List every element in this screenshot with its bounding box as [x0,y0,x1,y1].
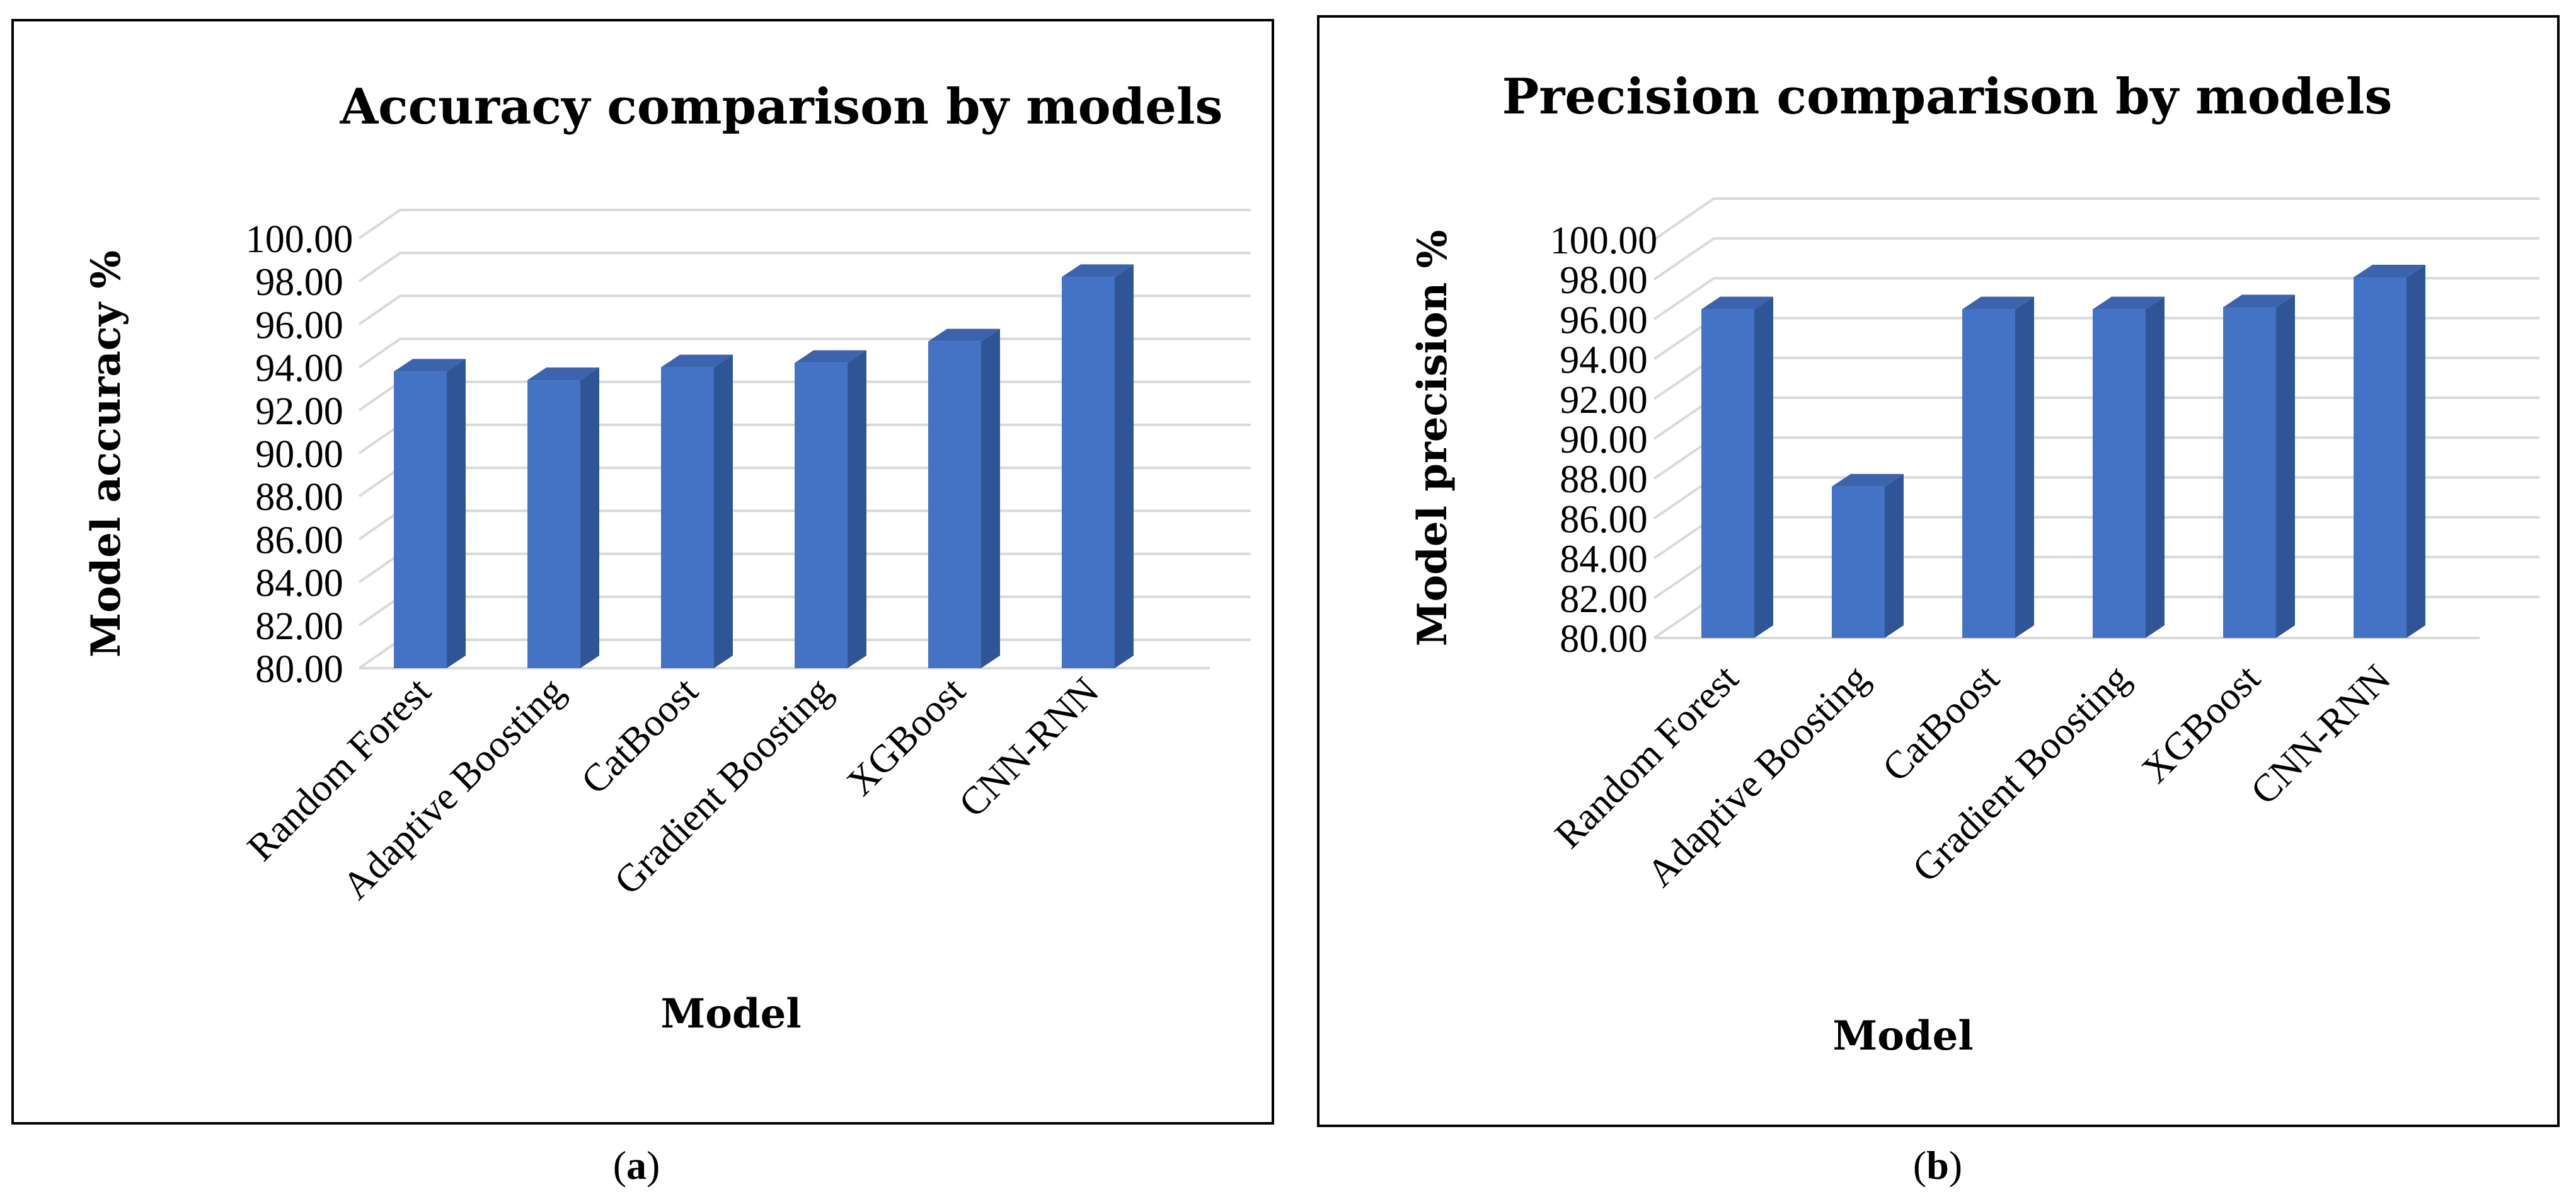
y-tick-label: 84.00 [1560,538,1648,581]
bar-side [981,328,1000,668]
y-tick-label: 90.00 [1560,419,1648,461]
bar-catboost [661,354,733,668]
bar [394,371,447,668]
gridline [358,209,1251,240]
bar [527,380,580,668]
x-tick-label: CatBoost [1875,657,2008,790]
bar-side [714,354,733,668]
bar-top [928,328,1000,342]
chart-frame [11,19,1274,1125]
gridline [358,252,1251,282]
bar-adaptive-boosting [1832,473,1904,638]
bar-side [848,350,866,668]
y-tick-label: 92.00 [1560,379,1648,422]
x-axis-label: Model [660,990,801,1038]
bar-gradient-boosting [795,350,866,668]
bar [1962,309,2015,639]
y-tick-label: 88.00 [1560,458,1648,501]
x-tick-label: CNN-RNN [2243,657,2399,813]
y-tick-label: 82.00 [255,605,343,648]
bar-top [394,359,466,372]
bar [661,367,714,668]
x-tick-label: CNN-RNN [951,669,1107,826]
x-axis-label: Model [1832,1012,1973,1060]
bar-side [1885,473,1904,638]
x-tick-label: Gradient Boosting [1904,657,2138,891]
chart-title: Accuracy comparison by models [340,78,1223,136]
y-tick-label: 86.00 [255,519,343,562]
y-tick-label: 100.00 [246,218,354,261]
bar-gradient-boosting [2093,296,2165,639]
gridline [1653,197,2539,241]
bar-top [1962,296,2034,310]
y-tick-label: 94.00 [255,347,343,390]
bar [1701,309,1754,639]
x-tick-label: CatBoost [573,669,706,802]
x-tick-label: Adaptive Boosting [1639,657,1877,895]
bar-top [527,368,599,381]
bar-top [795,350,866,363]
bar [1832,486,1885,638]
x-tick-label: XGBoost [839,669,974,804]
y-tick-label: 94.00 [1560,339,1648,382]
x-tick-label: Adaptive Boosting [335,669,573,908]
panel-label: (b) [1913,1143,1962,1188]
bar-side [1754,296,1773,639]
chart-frame [1317,15,2560,1127]
bar-side [2146,296,2165,639]
bar [1062,277,1115,668]
y-tick-label: 80.00 [1560,618,1648,661]
bar-xgboost [2223,294,2295,638]
y-tick-label: 96.00 [1560,299,1648,342]
bar [2093,309,2146,639]
y-tick-label: 90.00 [255,433,343,476]
bar-top [2354,265,2425,278]
gridline [1653,277,2539,321]
bar-top [1701,296,1773,310]
bar-xgboost [928,328,1000,668]
bar-adaptive-boosting [527,368,599,668]
y-tick-label: 98.00 [1560,259,1648,302]
bar-cnn-rnn [2354,265,2425,638]
bar-cnn-rnn [1062,264,1134,668]
gridline [358,294,1251,326]
y-tick-label: 84.00 [255,562,343,605]
bar-top [1062,264,1134,277]
bar-side [2276,294,2295,638]
y-tick-label: 82.00 [1560,578,1648,621]
gridline [1653,237,2539,281]
y-tick-label: 96.00 [255,304,343,347]
bar [2223,307,2276,638]
bar-top [661,354,733,368]
bar-side [447,359,466,668]
bar [2354,277,2406,638]
bar-random-forest [1701,296,1773,639]
y-tick-label: 92.00 [255,390,343,433]
chart-panel-b: Precision comparison by models 80.0082.00… [1317,15,2560,1188]
bar [928,341,981,668]
chart-panel-a: Accuracy comparison by models80.0082.008… [11,19,1274,1188]
x-tick-label: XGBoost [2134,657,2268,792]
bar-side [2406,265,2425,638]
bar-top [2093,296,2165,310]
y-tick-label: 100.00 [1550,219,1658,262]
y-tick-label: 98.00 [255,261,343,304]
chart-title: Precision comparison by models [1502,68,2393,125]
y-tick-label: 86.00 [1560,498,1648,541]
bar-side [1115,264,1134,668]
y-tick-label: 80.00 [255,648,343,691]
bar-top [2223,294,2295,308]
bar-side [580,368,599,668]
panel-label: (a) [613,1143,660,1188]
y-axis-label: Model accuracy % [83,250,130,657]
y-tick-label: 88.00 [255,476,343,519]
bar-catboost [1962,296,2034,639]
bar-random-forest [394,359,466,668]
y-axis-label: Model precision % [1409,230,1456,647]
bar-side [2015,296,2034,639]
bar-top [1832,473,1904,487]
bar [795,362,848,668]
